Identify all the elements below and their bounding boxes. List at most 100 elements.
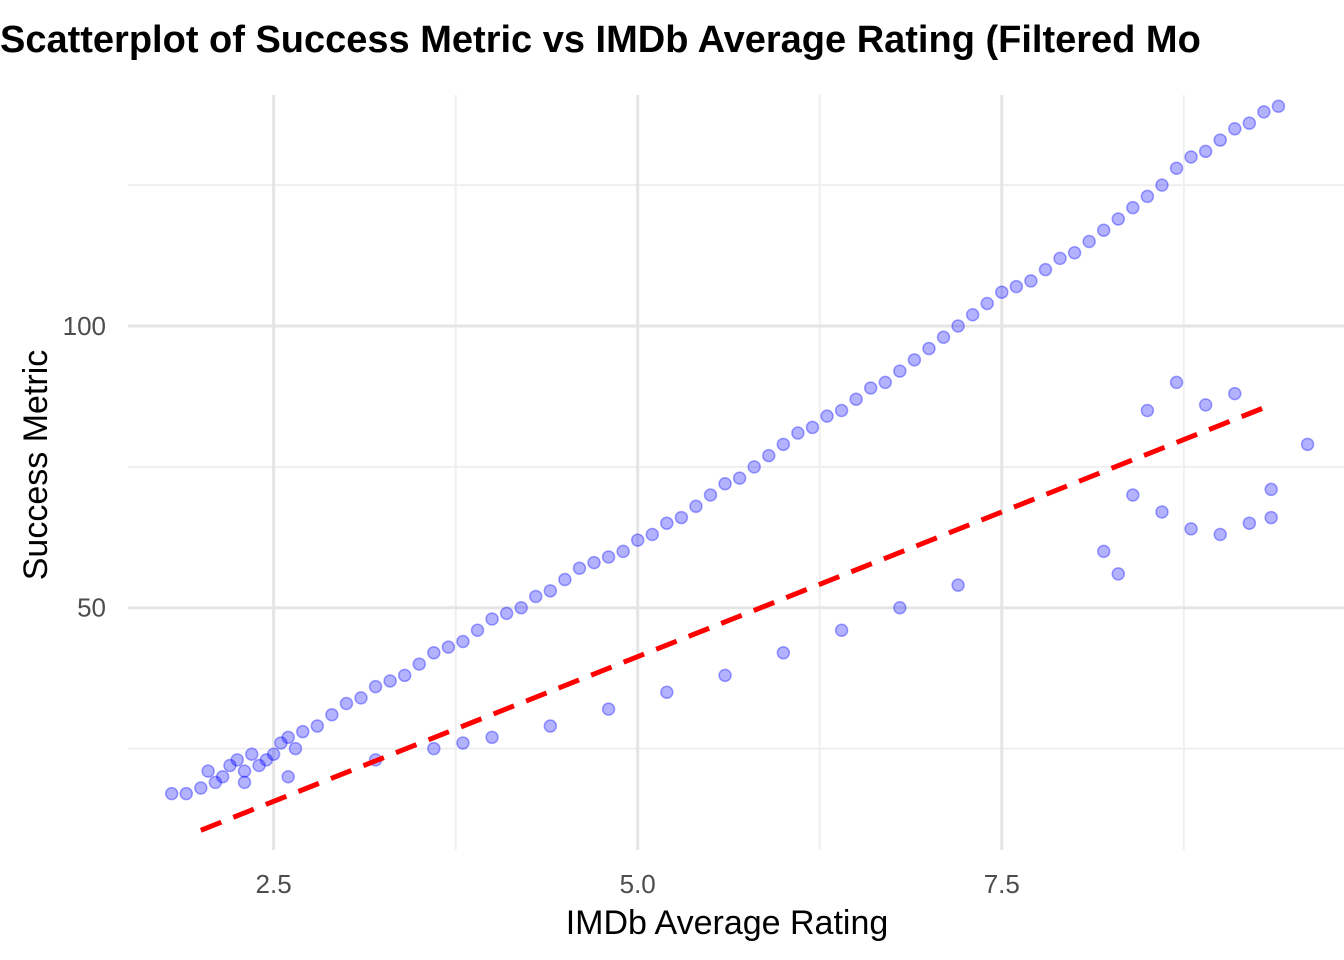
data-point [1169, 375, 1184, 390]
data-point [514, 600, 528, 615]
data-point [893, 364, 907, 378]
data-point [1213, 527, 1227, 542]
data-point [223, 758, 237, 773]
data-point [1300, 437, 1315, 452]
y-axis-title: Success Metric [17, 350, 55, 581]
data-point [1024, 274, 1038, 288]
data-point [805, 420, 820, 435]
data-point [215, 770, 230, 784]
data-point [281, 770, 295, 784]
data-point [1264, 510, 1278, 525]
data-point [310, 719, 325, 733]
data-point [1198, 398, 1213, 412]
data-point [230, 753, 244, 767]
data-point [980, 296, 994, 311]
data-point [412, 657, 427, 671]
data-point [995, 285, 1009, 299]
data-point [820, 409, 834, 423]
data-point [281, 730, 295, 745]
data-point [194, 781, 208, 795]
data-point [1096, 223, 1111, 237]
data-point [543, 719, 558, 733]
data-point [1140, 189, 1155, 204]
data-point [616, 544, 630, 559]
data-point [718, 668, 732, 683]
data-point [237, 775, 252, 790]
data-point [863, 381, 878, 395]
data-point [164, 786, 179, 801]
data-point [441, 640, 456, 654]
grid-lines [128, 95, 1344, 850]
data-point [907, 353, 922, 367]
data-point [485, 612, 499, 626]
data-point [1111, 212, 1126, 226]
data-point [1242, 516, 1257, 530]
data-point [1213, 133, 1227, 147]
scatter-points [164, 99, 1315, 801]
data-point [1184, 150, 1198, 164]
data-point [776, 646, 791, 660]
data-point [660, 685, 674, 699]
data-point [339, 696, 354, 711]
data-point [645, 527, 660, 542]
data-point [543, 584, 558, 598]
data-point [485, 730, 499, 745]
x-axis-ticks: 2.5 5.0 7.5 [256, 869, 1020, 899]
data-point [427, 646, 441, 660]
data-point [951, 319, 965, 333]
data-point [1228, 122, 1242, 136]
data-point [1082, 234, 1096, 249]
data-point [1155, 178, 1169, 192]
data-point [383, 674, 397, 688]
data-point [201, 764, 215, 778]
data-point [427, 741, 441, 756]
data-point [660, 516, 674, 530]
data-point [179, 786, 194, 801]
data-point [630, 533, 645, 547]
y-tick-label: 100 [63, 311, 106, 341]
data-point [245, 747, 259, 761]
data-point [237, 764, 252, 778]
data-point [776, 437, 791, 452]
data-point [252, 758, 266, 773]
data-point [288, 741, 303, 756]
data-point [1271, 99, 1286, 114]
data-point [354, 691, 368, 705]
data-point [936, 330, 951, 345]
y-tick-label: 50 [77, 593, 106, 623]
data-point [1009, 279, 1024, 294]
data-point [558, 572, 572, 587]
data-point [732, 471, 747, 485]
data-point [834, 403, 849, 418]
data-point [601, 702, 616, 716]
data-point [325, 708, 339, 722]
data-point [1184, 522, 1198, 536]
data-point [1257, 105, 1271, 119]
data-point [878, 375, 893, 390]
data-point [1053, 251, 1067, 266]
data-point [456, 736, 470, 750]
trend-line [199, 402, 1273, 833]
x-tick-label: 7.5 [984, 869, 1020, 899]
data-point [397, 668, 412, 683]
data-point [1169, 161, 1184, 175]
data-point [1126, 200, 1140, 215]
data-point [266, 747, 281, 761]
data-point [259, 753, 274, 767]
data-point [718, 477, 732, 491]
y-axis-ticks: 50 100 [63, 311, 106, 623]
data-point [499, 606, 514, 621]
x-tick-label: 5.0 [620, 869, 656, 899]
data-point [965, 307, 980, 322]
chart-title: Scatterplot of Success Metric vs IMDb Av… [0, 19, 1201, 61]
data-point [1155, 505, 1169, 519]
data-point [1242, 116, 1257, 130]
data-point [689, 499, 703, 514]
data-point [1140, 403, 1155, 418]
data-point [1228, 386, 1242, 401]
data-point [747, 460, 761, 474]
data-point [791, 426, 805, 440]
data-point [1067, 246, 1082, 260]
data-point [1038, 262, 1053, 277]
data-point [274, 736, 288, 750]
